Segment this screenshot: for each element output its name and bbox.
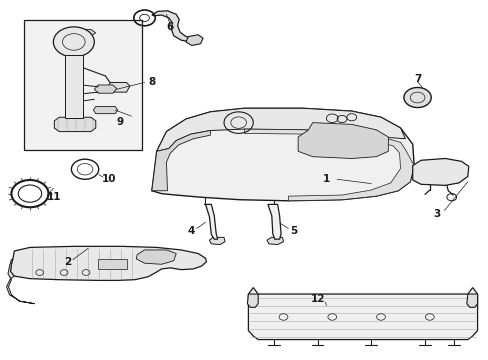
- Polygon shape: [412, 158, 468, 185]
- Polygon shape: [185, 35, 203, 45]
- Text: 1: 1: [322, 174, 329, 184]
- Circle shape: [53, 27, 94, 57]
- Polygon shape: [82, 30, 96, 36]
- Text: 4: 4: [187, 226, 194, 236]
- Polygon shape: [244, 129, 413, 201]
- Polygon shape: [266, 237, 283, 244]
- Polygon shape: [204, 204, 217, 239]
- Polygon shape: [152, 131, 210, 191]
- Polygon shape: [157, 108, 405, 151]
- Polygon shape: [267, 204, 281, 239]
- Text: 11: 11: [46, 192, 61, 202]
- Polygon shape: [152, 11, 193, 42]
- Text: 12: 12: [310, 294, 324, 304]
- Text: 3: 3: [432, 209, 440, 219]
- Text: 10: 10: [102, 174, 116, 184]
- Polygon shape: [94, 85, 117, 93]
- Polygon shape: [6, 259, 35, 304]
- Polygon shape: [93, 107, 118, 114]
- Text: 9: 9: [116, 117, 123, 127]
- FancyBboxPatch shape: [24, 21, 142, 149]
- Text: 7: 7: [413, 74, 421, 84]
- Text: 8: 8: [148, 77, 155, 87]
- Polygon shape: [247, 294, 258, 307]
- FancyBboxPatch shape: [98, 259, 127, 269]
- Polygon shape: [209, 237, 224, 244]
- Polygon shape: [152, 108, 413, 201]
- Polygon shape: [107, 82, 130, 92]
- Text: 6: 6: [166, 22, 174, 32]
- Polygon shape: [248, 288, 477, 339]
- Polygon shape: [136, 250, 176, 264]
- Circle shape: [403, 87, 430, 108]
- Text: 2: 2: [64, 257, 71, 267]
- Polygon shape: [54, 117, 96, 132]
- Text: 5: 5: [290, 226, 297, 236]
- Polygon shape: [298, 123, 387, 158]
- Polygon shape: [466, 294, 477, 307]
- FancyBboxPatch shape: [65, 55, 82, 118]
- Polygon shape: [10, 246, 206, 280]
